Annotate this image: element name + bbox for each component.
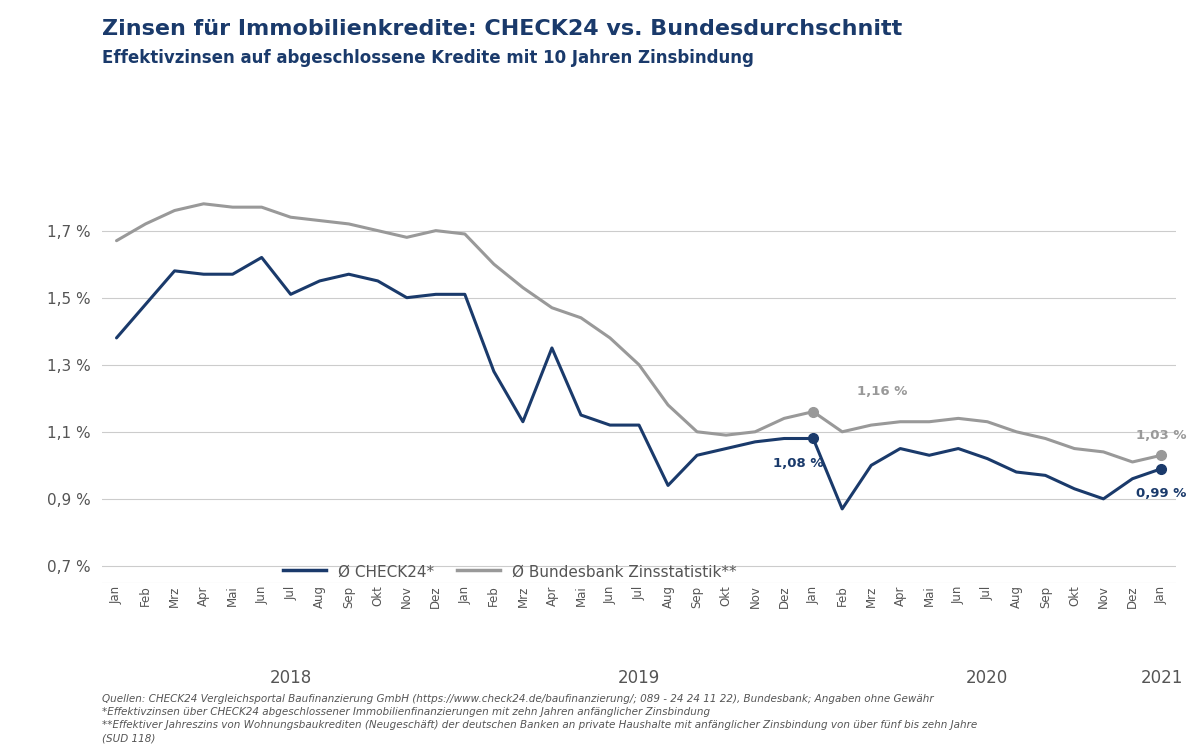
Text: Zinsen für Immobilienkredite: CHECK24 vs. Bundesdurchschnitt: Zinsen für Immobilienkredite: CHECK24 vs…	[102, 19, 902, 39]
Text: Quellen: CHECK24 Vergleichsportal Baufinanzierung GmbH (https://www.check24.de/b: Quellen: CHECK24 Vergleichsportal Baufin…	[102, 694, 977, 743]
Text: 1,08 %: 1,08 %	[773, 457, 824, 470]
Text: 1,03 %: 1,03 %	[1136, 429, 1187, 441]
Text: 2019: 2019	[618, 669, 660, 686]
Text: 1,16 %: 1,16 %	[857, 385, 907, 398]
Legend: Ø CHECK24*, Ø Bundesbank Zinsstatistik**: Ø CHECK24*, Ø Bundesbank Zinsstatistik**	[283, 564, 737, 579]
Text: Effektivzinsen auf abgeschlossene Kredite mit 10 Jahren Zinsbindung: Effektivzinsen auf abgeschlossene Kredit…	[102, 49, 754, 66]
Text: 2020: 2020	[966, 669, 1008, 686]
Text: 0,99 %: 0,99 %	[1136, 487, 1187, 500]
Text: 2021: 2021	[1140, 669, 1183, 686]
Text: 2018: 2018	[270, 669, 312, 686]
